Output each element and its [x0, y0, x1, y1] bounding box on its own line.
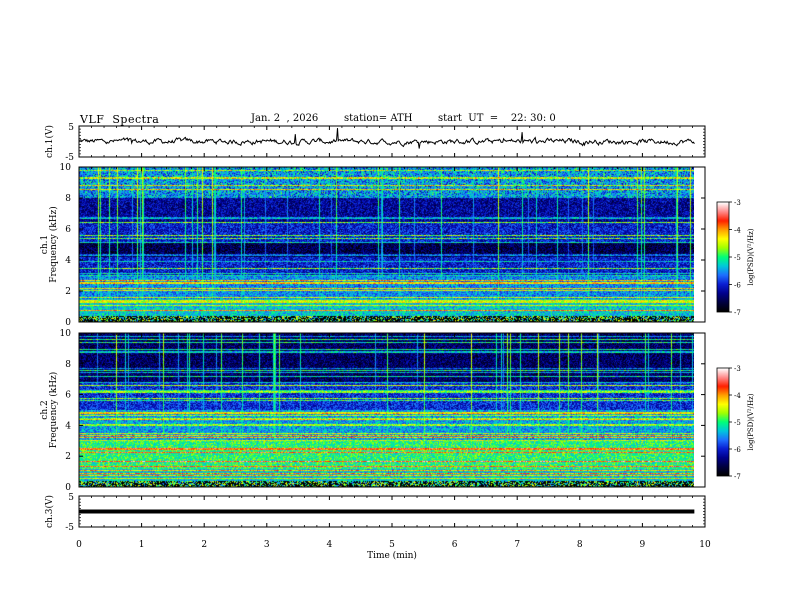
y-tick-label: 2: [65, 452, 71, 462]
x-tick-label: 3: [264, 540, 270, 550]
ch1-trace: [78, 128, 695, 149]
y-tick-label: 6: [65, 225, 71, 235]
x-tick-label: 10: [699, 540, 711, 550]
ch2-spectrogram-image: [79, 333, 694, 487]
y-axis-label: ch.3(V): [44, 495, 55, 528]
y-axis-label: ch.1(V): [44, 125, 55, 158]
colorbar-tick-label: -7: [734, 309, 741, 317]
figure-title: VLF Spectra: [80, 113, 160, 126]
date-label: Jan. 2 , 2026: [251, 113, 319, 124]
y-tick-label: -5: [65, 153, 74, 163]
y-axis-label-frequency: Frequency (kHz): [48, 206, 59, 283]
y-tick-label: 8: [65, 360, 71, 370]
y-tick-label: 5: [68, 493, 74, 503]
colorbar-tick-label: -3: [734, 365, 741, 373]
x-tick-label: 1: [139, 540, 145, 550]
y-tick-label: 2: [65, 287, 71, 297]
y-tick-label: 0: [65, 318, 71, 328]
start-ut-label: start UT = 22: 30: 0: [438, 113, 556, 124]
y-tick-label: -5: [65, 523, 74, 533]
x-tick-label: 6: [452, 540, 458, 550]
x-tick-label: 4: [327, 540, 333, 550]
y-tick-label: 4: [65, 256, 71, 266]
y-tick-label: 4: [65, 421, 71, 431]
x-tick-label: 5: [389, 540, 395, 550]
x-tick-label: 2: [201, 540, 207, 550]
y-axis-label-channel: ch.2: [40, 400, 50, 419]
colorbar-tick-label: -7: [734, 473, 741, 481]
colorbar-label: log(PSD)(V²/Hz): [747, 228, 755, 285]
colorbar-tick-label: -4: [734, 227, 741, 235]
y-tick-label: 5: [68, 123, 74, 133]
colorbar-tick-label: -5: [734, 254, 741, 262]
x-tick-label: 9: [640, 540, 646, 550]
y-tick-label: 6: [65, 391, 71, 401]
colorbar-tick-label: -6: [734, 446, 741, 454]
y-tick-label: 0: [65, 483, 71, 493]
x-tick-label: 8: [577, 540, 583, 550]
x-tick-label: 0: [76, 540, 82, 550]
colorbar-tick-label: -6: [734, 282, 741, 290]
y-tick-label: 10: [60, 329, 72, 339]
colorbar-2: [717, 368, 729, 476]
colorbar-tick-label: -5: [734, 419, 741, 427]
colorbar-tick-label: -3: [734, 199, 741, 207]
colorbar-1: [717, 202, 729, 312]
y-axis-label-frequency: Frequency (kHz): [48, 372, 59, 449]
y-tick-label: 8: [65, 194, 71, 204]
ch1-spectrogram-image: [79, 167, 694, 322]
y-tick-label: 10: [60, 163, 72, 173]
x-tick-label: 7: [514, 540, 520, 550]
colorbar-tick-label: -4: [734, 392, 741, 400]
colorbar-label: log(PSD)(V²/Hz): [747, 393, 755, 450]
station-label: station= ATH: [344, 113, 413, 124]
y-axis-label-channel: ch.1: [40, 235, 50, 254]
x-axis-label: Time (min): [367, 550, 417, 561]
